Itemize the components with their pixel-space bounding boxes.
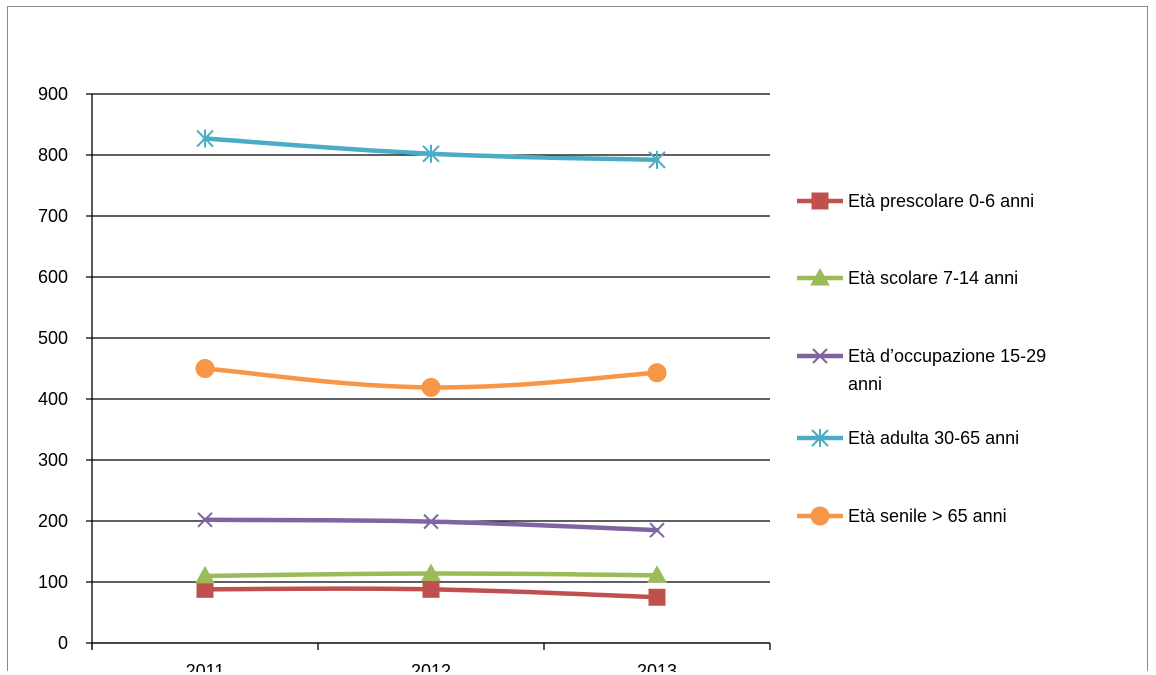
y-tick-label: 200 [38,511,68,531]
legend-label: Età d’occupazione 15-29 [848,346,1046,366]
y-tick-label: 800 [38,145,68,165]
data-point [195,565,215,584]
y-tick-label: 100 [38,572,68,592]
x-tick-label: 2011 [186,661,225,672]
legend-label: Età senile > 65 anni [848,506,1007,526]
series-3 [196,129,666,169]
marker-stroke [423,513,439,530]
data-point [647,363,667,383]
series-0 [196,580,666,606]
axes: 0 100 200 300 400 500 600 700 800 900 2011 2012 2013 [38,84,771,672]
legend-swatch-marker [812,348,828,364]
y-tick-label: 300 [38,450,68,470]
x-tick-label: 2012 [411,661,451,672]
y-tick-label: 500 [38,328,68,348]
legend-swatch-marker [811,429,829,447]
y-tick-label: 0 [58,633,68,653]
chart-area: 0 100 200 300 400 500 600 700 800 900 2011 2012 2013… [7,6,1148,672]
data-point [423,513,439,530]
y-tick-label: 700 [38,206,68,226]
gridlines [86,93,770,644]
data-point [197,512,213,528]
data-point [196,580,214,598]
x-tick-label: 2013 [637,661,677,672]
legend-label: Età scolare 7-14 anni [848,268,1018,288]
series-4 [195,359,667,397]
y-tick-label: 600 [38,267,68,287]
data-point [422,580,440,598]
legend-item: Età prescolare 0-6 anni [797,191,1034,211]
legend-item: Età scolare 7-14 anni [797,267,1018,288]
legend: Età prescolare 0-6 anni Età scolare 7-14 … [797,191,1046,526]
data-point [421,563,441,581]
series-1 [195,563,667,584]
series-2 [197,512,665,538]
legend-item: Età d’occupazione 15-29 anni [797,346,1046,394]
line-chart: 0 100 200 300 400 500 600 700 800 900 2011 2012 2013… [38,84,1046,672]
data-point [195,359,215,378]
legend-label: anni [848,374,882,394]
marker-stroke [812,348,828,364]
legend-label: Età adulta 30-65 anni [848,428,1019,448]
legend-label: Età prescolare 0-6 anni [848,191,1034,211]
legend-swatch-marker [810,506,830,526]
legend-item: Età adulta 30-65 anni [797,428,1019,448]
legend-swatch-marker [810,267,830,286]
marker-stroke [197,512,213,528]
legend-swatch-marker [811,192,829,210]
data-point [648,150,666,169]
y-tick-label: 400 [38,389,68,409]
data-point [196,129,214,148]
data-point [421,377,441,397]
data-point [648,588,666,606]
data-point [649,522,665,538]
data-point [647,565,667,583]
legend-item: Età senile > 65 anni [797,506,1007,526]
marker-stroke [649,522,665,538]
series-lines [195,129,667,606]
data-point [422,144,440,163]
y-tick-label: 900 [38,84,68,104]
